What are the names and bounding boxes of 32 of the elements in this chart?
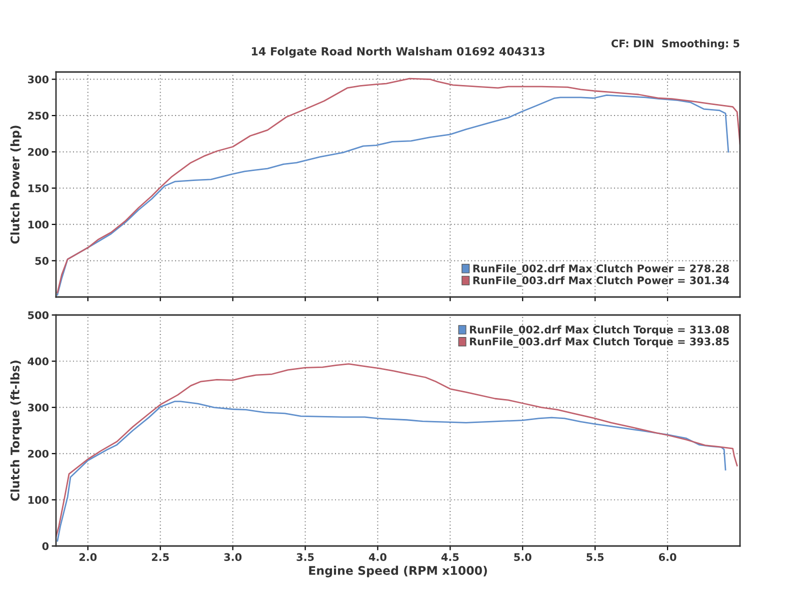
text: CF: DIN Smoothing: 5 xyxy=(612,39,740,50)
y-tick-label: 0 xyxy=(42,542,49,550)
legend-label: RunFile_002.drf Max Clutch Torque = 313.08 xyxy=(470,325,729,336)
x-axis-title: Engine Speed (RPM x1000) xyxy=(309,566,487,578)
line-series xyxy=(56,400,726,542)
y-tick-label: 150 xyxy=(28,184,49,192)
y-tick-label: 50 xyxy=(35,256,49,265)
x-tick-label: 3.0 xyxy=(224,553,242,562)
y-tick-label: 100 xyxy=(28,496,49,504)
x-tick-label: 5.0 xyxy=(514,553,532,562)
y-tick-label: 100 xyxy=(28,220,49,229)
chart-title: 14 Folgate Road North Walsham 01692 404313 xyxy=(252,46,544,58)
x-tick-label: 3.5 xyxy=(296,553,314,562)
y-tick-label: 200 xyxy=(28,450,49,458)
legend-label: RunFile_003.drf Max Clutch Power = 301.34 xyxy=(473,276,730,287)
y-axis-title: Clutch Power (hp) xyxy=(10,126,22,244)
x-tick-label: 4.5 xyxy=(441,553,459,562)
y-tick-label: 250 xyxy=(28,112,49,120)
y-tick-label: 500 xyxy=(28,311,49,320)
legend-label: RunFile_002.drf Max Clutch Power = 278.28 xyxy=(473,264,729,275)
legend-label: RunFile_003.drf Max Clutch Torque = 393.85 xyxy=(470,337,729,348)
y-tick-label: 400 xyxy=(28,357,49,366)
y-tick-label: 300 xyxy=(28,404,49,412)
x-tick-label: 5.5 xyxy=(586,553,604,562)
x-tick-label: 2.5 xyxy=(152,553,169,562)
y-tick-label: 200 xyxy=(28,148,49,156)
line-series xyxy=(56,363,738,538)
x-tick-label: 6.0 xyxy=(658,553,676,562)
x-tick-label: 4.0 xyxy=(368,553,386,562)
x-tick-label: 2.0 xyxy=(79,553,97,562)
y-tick-label: 300 xyxy=(28,75,49,84)
y-axis-title: Clutch Torque (ft-lbs) xyxy=(10,360,22,501)
